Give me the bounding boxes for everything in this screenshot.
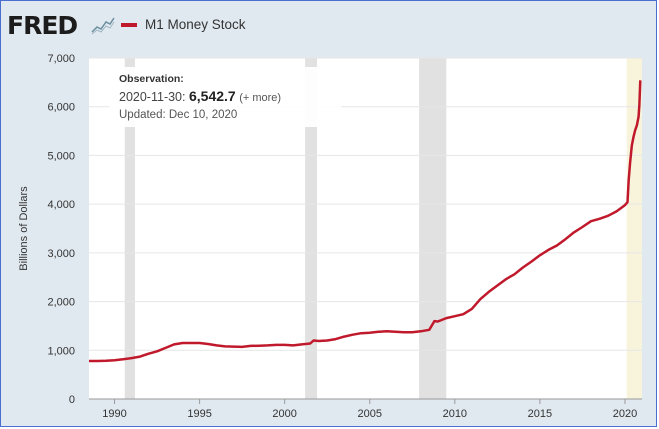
x-tick-label: 2020 xyxy=(613,408,637,420)
fred-sparkline-icon xyxy=(91,17,115,35)
y-tick-label: 0 xyxy=(69,394,75,406)
y-tick-label: 2,000 xyxy=(47,297,75,309)
x-tick-label: 2000 xyxy=(272,408,296,420)
recession-band xyxy=(305,58,318,399)
y-axis-label: Billions of Dollars xyxy=(18,186,30,271)
tooltip-updated: Updated: Dec 10, 2020 xyxy=(119,109,238,121)
observation-tooltip: Observation: 2020-11-30: 6,542.7 (+ more… xyxy=(109,67,341,127)
tooltip-observation-row: 2020-11-30: 6,542.7 (+ more) xyxy=(119,88,281,104)
fred-logo[interactable]: FRED xyxy=(7,11,78,40)
recession-band xyxy=(124,58,135,399)
y-tick-label: 4,000 xyxy=(47,199,75,211)
x-tick-label: 2005 xyxy=(358,408,382,420)
chart-header: FRED M1 Money Stock xyxy=(1,1,658,51)
tooltip-date: 2020-11-30: xyxy=(119,90,186,104)
y-tick-label: 6,000 xyxy=(47,102,75,114)
legend-swatch xyxy=(121,22,137,27)
y-tick-label: 3,000 xyxy=(47,248,75,260)
tooltip-more-link[interactable]: (+ more) xyxy=(239,92,282,104)
x-tick-label: 1995 xyxy=(187,408,211,420)
y-tick-label: 5,000 xyxy=(47,150,75,162)
y-tick-label: 7,000 xyxy=(47,53,75,65)
highlight-band xyxy=(626,58,642,399)
legend-label: M1 Money Stock xyxy=(145,17,246,32)
tooltip-title: Observation: xyxy=(119,73,184,85)
chart-legend[interactable]: M1 Money Stock xyxy=(121,17,246,32)
series-line-m1 xyxy=(89,80,642,363)
x-tick-label: 1990 xyxy=(102,408,126,420)
y-tick-label: 1,000 xyxy=(47,345,75,357)
tooltip-value: 6,542.7 xyxy=(188,88,236,104)
x-tick-label: 2015 xyxy=(528,408,552,420)
x-tick-label: 2010 xyxy=(443,408,467,420)
recession-band xyxy=(419,58,447,399)
